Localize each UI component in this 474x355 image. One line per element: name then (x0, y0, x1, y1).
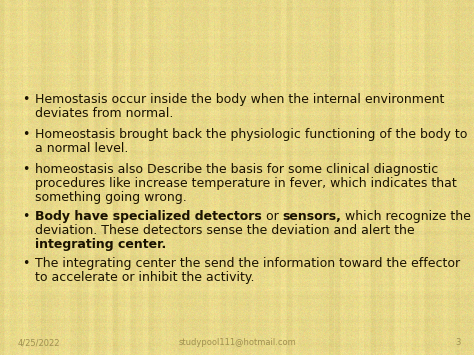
Text: Homeostasis brought back the physiologic functioning of the body to: Homeostasis brought back the physiologic… (35, 128, 467, 141)
Text: Body have specialized detectors: Body have specialized detectors (35, 210, 262, 223)
Text: homeostasis also Describe the basis for some clinical diagnostic: homeostasis also Describe the basis for … (35, 163, 438, 176)
Text: deviates from normal.: deviates from normal. (35, 107, 173, 120)
Text: deviation. These detectors sense the deviation and alert the: deviation. These detectors sense the dev… (35, 224, 415, 237)
Text: The integrating center the send the information toward the effector: The integrating center the send the info… (35, 257, 460, 270)
Text: procedures like increase temperature in fever, which indicates that: procedures like increase temperature in … (35, 177, 457, 190)
Text: to accelerate or inhibit the activity.: to accelerate or inhibit the activity. (35, 271, 255, 284)
Text: •: • (22, 210, 29, 223)
Text: a normal level.: a normal level. (35, 142, 128, 155)
Text: 3: 3 (455, 338, 460, 347)
Text: studypool111@hotmail.com: studypool111@hotmail.com (178, 338, 296, 347)
Text: •: • (22, 128, 29, 141)
Text: •: • (22, 163, 29, 176)
Text: •: • (22, 93, 29, 106)
Text: sensors,: sensors, (283, 210, 341, 223)
Text: 4/25/2022: 4/25/2022 (18, 338, 61, 347)
Text: which recognize the: which recognize the (341, 210, 471, 223)
Text: •: • (22, 257, 29, 270)
Text: something going wrong.: something going wrong. (35, 191, 187, 204)
Text: Hemostasis occur inside the body when the internal environment: Hemostasis occur inside the body when th… (35, 93, 444, 106)
Text: or: or (262, 210, 283, 223)
Text: integrating center.: integrating center. (35, 238, 166, 251)
